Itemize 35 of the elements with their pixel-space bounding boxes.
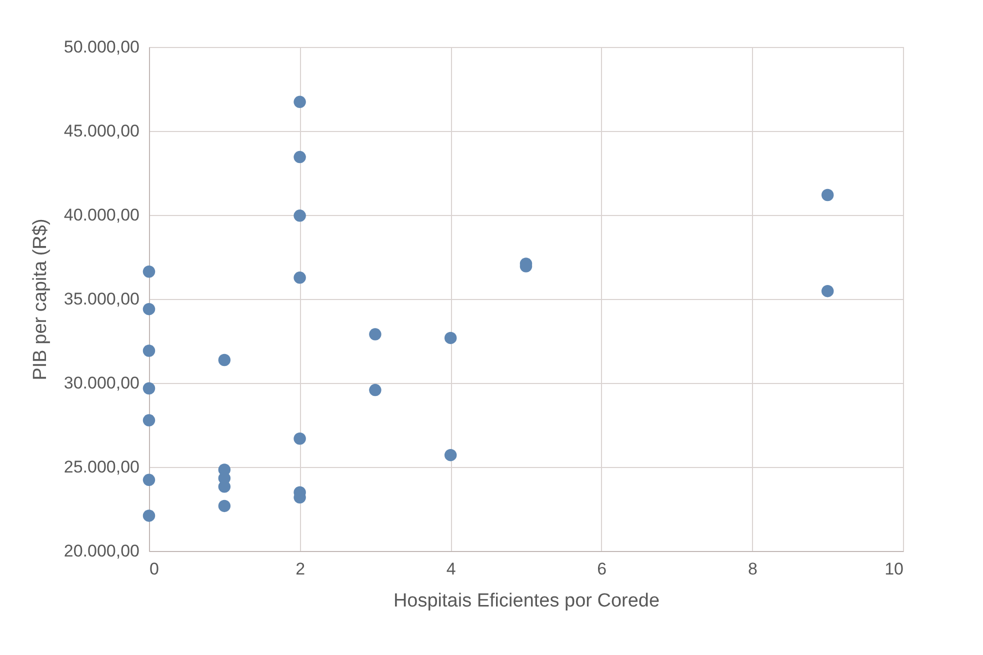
y-tick-label: 40.000,00 <box>64 206 140 224</box>
point <box>821 188 834 202</box>
x-tick-label: 0 <box>150 560 159 578</box>
y-tick-label: 35.000,00 <box>64 290 140 308</box>
point <box>218 500 231 512</box>
point <box>369 328 382 340</box>
point <box>218 354 231 366</box>
point <box>294 272 306 284</box>
point <box>294 432 306 445</box>
point <box>444 448 457 462</box>
x-tick-label: 4 <box>446 560 456 578</box>
point <box>142 344 156 357</box>
y-tick-label: 30.000,00 <box>64 374 140 392</box>
point <box>142 510 156 522</box>
x-tick-label: 6 <box>597 560 607 578</box>
point <box>142 414 156 426</box>
x-tick-label: 2 <box>296 560 306 578</box>
point <box>142 266 156 278</box>
point <box>294 96 306 108</box>
point <box>821 284 834 298</box>
point <box>142 474 156 486</box>
x-axis-title: Hospitais Eficientes por Corede <box>393 590 660 612</box>
point <box>142 302 156 316</box>
x-tick-label: 10 <box>884 560 904 578</box>
y-tick-label: 25.000,00 <box>64 458 140 476</box>
x-tick-label: 8 <box>748 560 758 578</box>
y-tick-label: 20.000,00 <box>64 542 140 560</box>
point <box>142 382 156 394</box>
y-axis-title: PIB per capita (R$) <box>30 218 51 380</box>
point <box>369 384 382 396</box>
point <box>294 210 306 222</box>
y-tick-label: 45.000,00 <box>64 122 140 140</box>
y-tick-label: 50.000,00 <box>64 38 140 56</box>
point <box>294 150 306 164</box>
point <box>444 332 457 344</box>
